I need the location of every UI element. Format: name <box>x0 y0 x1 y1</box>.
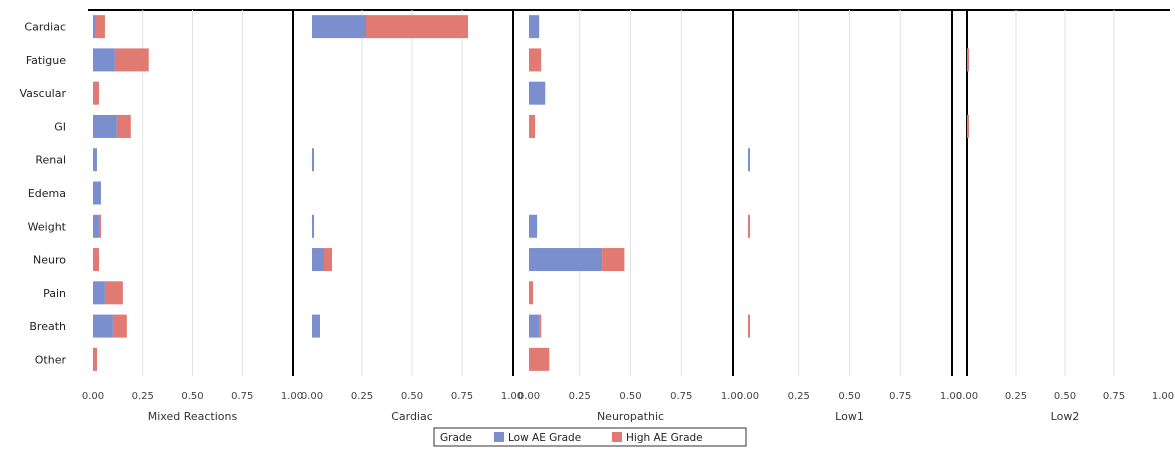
bar-mixed-reactions-breath-high <box>112 314 127 338</box>
x-tick-label: 0.25 <box>788 391 810 402</box>
x-tick-label: 0.00 <box>956 391 978 402</box>
bar-neuropathic-vascular-low <box>529 81 546 105</box>
category-label-breath: Breath <box>29 320 66 333</box>
x-tick-label: 0.75 <box>670 391 692 402</box>
legend-swatch-low <box>494 432 504 442</box>
bar-mixed-reactions-weight-high <box>98 214 101 238</box>
bar-mixed-reactions-vascular-high <box>93 81 99 105</box>
legend-label-low: Low AE Grade <box>508 432 581 444</box>
bar-neuropathic-breath-low <box>529 314 540 338</box>
x-tick-label: 0.25 <box>569 391 591 402</box>
panel-title-cardiac: Cardiac <box>391 410 433 423</box>
bar-mixed-reactions-gi-high <box>116 114 131 138</box>
bar-mixed-reactions-cardiac-low <box>93 15 95 39</box>
bar-cardiac-renal-low <box>312 148 314 172</box>
category-label-gi: GI <box>54 120 66 133</box>
bar-mixed-reactions-pain-low <box>93 281 105 305</box>
x-tick-label: 1.00 <box>721 391 743 402</box>
bar-cardiac-neuro-high <box>324 248 332 272</box>
bar-cardiac-cardiac-high <box>366 15 468 39</box>
category-label-edema: Edema <box>28 187 66 200</box>
legend-swatch-high <box>612 432 622 442</box>
x-tick-label: 0.75 <box>451 391 473 402</box>
x-tick-label: 0.25 <box>1005 391 1027 402</box>
bar-mixed-reactions-renal-low <box>93 148 97 172</box>
category-label-fatigue: Fatigue <box>26 54 66 67</box>
category-label-weight: Weight <box>28 220 67 233</box>
bar-neuropathic-other-high <box>529 347 550 371</box>
x-tick-label: 0.75 <box>231 391 253 402</box>
x-tick-label: 0.75 <box>1103 391 1125 402</box>
x-tick-label: 0.50 <box>838 391 860 402</box>
bar-mixed-reactions-fatigue-low <box>93 48 115 72</box>
x-tick-label: 0.00 <box>518 391 540 402</box>
bar-cardiac-weight-low <box>312 214 314 238</box>
bar-neuropathic-neuro-low <box>529 248 603 272</box>
x-tick-label: 0.25 <box>132 391 154 402</box>
bar-neuropathic-weight-low <box>529 214 538 238</box>
x-tick-label: 1.00 <box>940 391 962 402</box>
x-tick-label: 0.00 <box>737 391 759 402</box>
bar-cardiac-breath-low <box>312 314 320 338</box>
bar-neuropathic-pain-high <box>529 281 534 305</box>
bar-low2-gi-high <box>967 114 969 138</box>
bar-neuropathic-cardiac-low <box>529 15 540 39</box>
x-tick-label: 0.50 <box>401 391 423 402</box>
x-tick-label: 0.00 <box>82 391 104 402</box>
x-tick-label: 1.00 <box>1152 391 1174 402</box>
bar-neuropathic-breath-high <box>539 314 542 338</box>
bar-neuropathic-neuro-high <box>602 248 625 272</box>
x-tick-label: 0.50 <box>181 391 203 402</box>
bar-low2-fatigue-high <box>967 48 969 72</box>
bar-cardiac-neuro-low <box>312 248 324 272</box>
x-tick-label: 1.00 <box>501 391 523 402</box>
legend-title: Grade <box>440 432 472 444</box>
bar-low1-weight-high <box>748 214 751 238</box>
x-tick-label: 0.25 <box>351 391 373 402</box>
panel-title-neuropathic: Neuropathic <box>597 410 664 423</box>
x-tick-label: 1.00 <box>281 391 303 402</box>
bar-mixed-reactions-pain-high <box>104 281 123 305</box>
bar-low1-breath-high <box>748 314 751 338</box>
category-label-neuro: Neuro <box>33 254 66 267</box>
category-label-cardiac: Cardiac <box>24 21 66 34</box>
bar-mixed-reactions-fatigue-high <box>114 48 149 72</box>
bar-neuropathic-fatigue-high <box>529 48 542 72</box>
bar-cardiac-cardiac-low <box>312 15 366 39</box>
bar-mixed-reactions-neuro-high <box>93 248 99 272</box>
bar-mixed-reactions-cardiac-high <box>94 15 105 39</box>
category-label-pain: Pain <box>43 287 66 300</box>
category-label-vascular: Vascular <box>20 87 67 100</box>
bar-neuropathic-gi-high <box>529 114 536 138</box>
panel-title-low2: Low2 <box>1051 410 1080 423</box>
x-tick-label: 0.50 <box>1054 391 1076 402</box>
bar-mixed-reactions-other-high <box>93 347 97 371</box>
category-label-other: Other <box>35 353 67 366</box>
x-tick-label: 0.75 <box>889 391 911 402</box>
bar-mixed-reactions-weight-low <box>93 214 99 238</box>
bar-mixed-reactions-edema-low <box>93 181 101 205</box>
panel-title-mixed-reactions: Mixed Reactions <box>148 410 238 423</box>
legend-box <box>433 427 747 447</box>
bar-mixed-reactions-breath-low <box>93 314 113 338</box>
category-label-renal: Renal <box>35 154 66 167</box>
panel-title-low1: Low1 <box>835 410 864 423</box>
x-tick-label: 0.00 <box>301 391 323 402</box>
bar-mixed-reactions-gi-low <box>93 114 117 138</box>
bar-low1-renal-low <box>748 148 751 172</box>
legend-label-high: High AE Grade <box>626 432 703 444</box>
x-tick-label: 0.50 <box>619 391 641 402</box>
